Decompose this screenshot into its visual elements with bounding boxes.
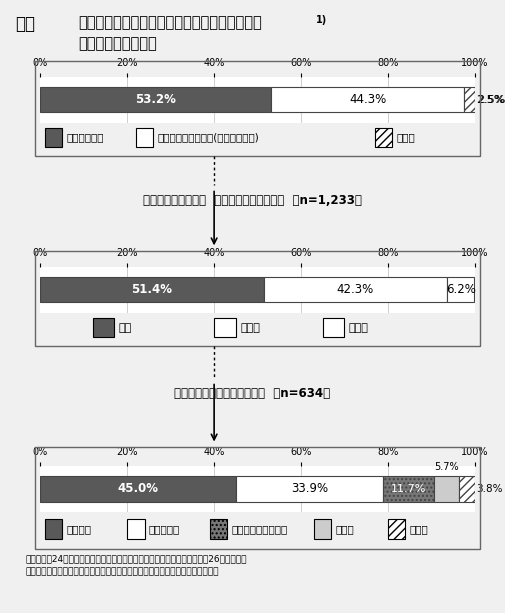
Bar xyxy=(136,128,154,147)
Text: いいえ: いいえ xyxy=(240,322,260,333)
Text: 11.7%: 11.7% xyxy=(391,484,426,494)
Text: 無回答: 無回答 xyxy=(396,132,415,143)
Text: 51.4%: 51.4% xyxy=(131,283,173,296)
Text: 33.9%: 33.9% xyxy=(291,482,328,495)
Bar xyxy=(272,87,464,112)
Text: リハ職から: リハ職から xyxy=(149,524,180,534)
Text: 5.7%: 5.7% xyxy=(434,462,459,472)
Bar xyxy=(314,519,331,539)
Bar xyxy=(464,87,475,112)
Bar xyxy=(92,318,114,337)
Text: 図２: 図２ xyxy=(15,15,35,33)
Text: その他: その他 xyxy=(336,524,355,534)
Text: （希望有の場合）希望説明者  （n=634）: （希望有の場合）希望説明者 （n=634） xyxy=(174,387,331,400)
Bar xyxy=(40,476,236,501)
Bar xyxy=(459,476,475,501)
Bar xyxy=(388,519,405,539)
Text: 説明を受けた: 説明を受けた xyxy=(67,132,104,143)
Text: 2.5%: 2.5% xyxy=(476,94,504,105)
Text: 3.8%: 3.8% xyxy=(476,484,503,494)
Bar xyxy=(40,87,272,112)
Bar xyxy=(264,277,447,302)
Bar xyxy=(434,476,459,501)
Bar xyxy=(214,318,236,337)
Text: 出典：平成24年度介護報酬改定の効果検証及び調査研究に係る調査（平成26年度調査）: 出典：平成24年度介護報酬改定の効果検証及び調査研究に係る調査（平成26年度調査… xyxy=(25,555,247,564)
Text: 45.0%: 45.0% xyxy=(118,482,159,495)
Bar xyxy=(210,519,227,539)
Text: 無回答: 無回答 xyxy=(349,322,369,333)
Text: 6.2%: 6.2% xyxy=(446,283,476,296)
Text: はい: はい xyxy=(119,322,132,333)
Text: 42.3%: 42.3% xyxy=(337,283,374,296)
Text: 医師から: 医師から xyxy=(67,524,91,534)
Bar xyxy=(236,476,383,501)
Text: 身体機能や日常生活を送る上での動作の今後の
見通しの説明の有無: 身体機能や日常生活を送る上での動作の今後の 見通しの説明の有無 xyxy=(78,15,262,51)
Bar xyxy=(40,277,264,302)
Bar xyxy=(447,277,474,302)
Text: ケアマネジャーから: ケアマネジャーから xyxy=(231,524,288,534)
Bar xyxy=(45,128,62,147)
Text: 無回答: 無回答 xyxy=(410,524,428,534)
Text: 2.5%: 2.5% xyxy=(477,94,505,105)
Text: 53.2%: 53.2% xyxy=(135,93,176,106)
Bar xyxy=(127,519,144,539)
Text: 1): 1) xyxy=(316,15,327,25)
Text: 44.3%: 44.3% xyxy=(349,93,386,106)
Bar xyxy=(45,519,62,539)
Bar xyxy=(375,128,392,147)
Text: （説明なしの場合）  説明を受けたかったか  （n=1,233）: （説明なしの場合） 説明を受けたかったか （n=1,233） xyxy=(143,194,362,207)
Bar xyxy=(323,318,344,337)
Text: 「リハビリテーションにおける医療と介護の連携に係る調査研究事業」報告書: 「リハビリテーションにおける医療と介護の連携に係る調査研究事業」報告書 xyxy=(25,567,219,576)
Text: 説明は受けていない(覚えていない): 説明は受けていない(覚えていない) xyxy=(158,132,260,143)
Bar xyxy=(383,476,434,501)
